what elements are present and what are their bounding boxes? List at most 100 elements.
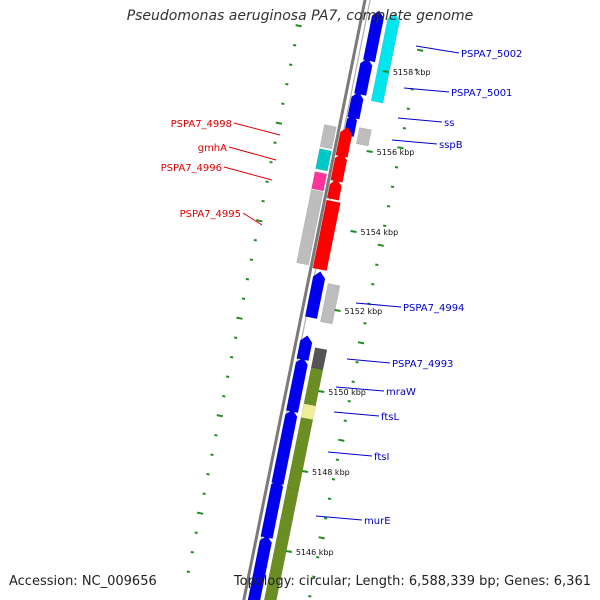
tick-label: 5148 kbp [312, 468, 350, 477]
skew-dot [312, 575, 316, 579]
gc-dot [265, 180, 269, 184]
skew-dot [402, 126, 407, 130]
gene-label-ss: ss [444, 118, 454, 129]
skew-dot [375, 263, 379, 267]
tick-label: 5146 kbp [296, 548, 334, 557]
gene-feature [319, 124, 337, 150]
skew-dot [355, 360, 359, 364]
gene-feature [304, 271, 326, 320]
tick-label: 5158 kbp [393, 68, 431, 77]
leader-line [228, 146, 277, 161]
gc-dots-left [186, 24, 302, 574]
leader-line [223, 166, 273, 181]
leader-line [346, 358, 391, 364]
skew-dot [318, 536, 325, 540]
leader-line [335, 386, 385, 392]
gene-label-pspa7_4996: PSPA7_4996 [161, 163, 222, 174]
skew-dot [323, 516, 328, 520]
gc-dot [292, 43, 297, 47]
skew-dot [414, 68, 418, 72]
gc-dot [196, 511, 204, 515]
leader-line [403, 87, 450, 93]
gene-feature [312, 199, 341, 272]
gc-dot [202, 492, 206, 496]
leader-line [391, 139, 438, 145]
gc-dot [190, 550, 194, 554]
gc-dot [229, 355, 234, 359]
skew-dot [377, 243, 384, 247]
gene-feature [356, 127, 372, 147]
skew-dot [351, 380, 355, 384]
gene-feature [285, 393, 301, 414]
gene-feature [335, 126, 353, 158]
leader-line [242, 212, 263, 226]
tick-mark [318, 390, 325, 393]
skew-dot [338, 438, 345, 442]
skew-dot [335, 458, 340, 462]
tick-mark [334, 309, 341, 312]
skew-dot [331, 477, 336, 481]
gene-label-mraw: mraW [386, 387, 416, 398]
skew-dot [390, 185, 395, 189]
skew-dot [406, 107, 411, 111]
gene-feature [362, 10, 385, 63]
gc-dot [285, 82, 289, 86]
gc-dot [269, 160, 273, 164]
gene-feature [353, 57, 373, 96]
leader-line [233, 122, 281, 136]
gene-feature [296, 335, 313, 362]
tick-label: 5152 kbp [345, 307, 383, 316]
gc-dot [233, 336, 238, 340]
leader-line [315, 515, 363, 521]
gene-label-pspa7_4993: PSPA7_4993 [392, 359, 453, 370]
gene-feature [326, 178, 342, 201]
gene-label-mure: murE [364, 516, 391, 527]
gene-label-pspa7_5001: PSPA7_5001 [451, 88, 512, 99]
gc-dot [222, 394, 226, 398]
accession-text: Accession: NC_009656 [9, 574, 157, 589]
gc-dot [249, 258, 254, 262]
gene-feature [288, 357, 308, 402]
skew-dot [386, 204, 391, 208]
gc-dot [256, 219, 263, 223]
gene-feature [296, 189, 324, 266]
gc-dot [194, 531, 198, 535]
backbone-line [242, 0, 367, 600]
leader-line [327, 451, 373, 457]
skew-dot [327, 497, 332, 501]
gene-feature [320, 283, 341, 325]
tick-mark [301, 470, 309, 473]
gene-label-ftsl: ftsL [381, 412, 399, 423]
topology-text: Topology: circular; Length: 6,588,339 bp… [233, 574, 591, 589]
gene-label-pspa7_4994: PSPA7_4994 [403, 303, 464, 314]
gene-feature [300, 403, 316, 421]
tick-mark [366, 150, 373, 153]
features [247, 10, 400, 600]
skew-dot [397, 146, 404, 150]
gc-dot [253, 238, 257, 242]
tick-mark [382, 70, 390, 73]
gc-dot [214, 433, 218, 437]
skew-dot [347, 399, 351, 403]
gene-label-pspa7_4995: PSPA7_4995 [180, 209, 241, 220]
gene-label-ftsi: ftsI [374, 452, 389, 463]
gene-label-sspb: sspB [439, 140, 463, 151]
skew-dot [363, 321, 367, 325]
leader-line [355, 302, 402, 308]
gene-feature [271, 409, 298, 486]
tick-label: 5150 kbp [328, 388, 366, 397]
skew-dot [343, 419, 347, 423]
leader-line [397, 117, 443, 123]
gene-feature [315, 148, 332, 172]
skew-dot [394, 165, 399, 169]
skew-dot [308, 594, 312, 598]
tick-mark [285, 550, 293, 553]
leader-line [333, 411, 380, 417]
gene-feature [247, 535, 273, 600]
tick-labels: 5158 kbp 5156 kbp 5154 kbp 5152 kbp 5150 kbp… [285, 68, 431, 557]
gc-dot [226, 375, 230, 379]
gene-feature [370, 13, 400, 104]
map-title: Pseudomonas aeruginosa PA7, complete gen… [126, 8, 474, 24]
gc-dot [261, 199, 265, 203]
